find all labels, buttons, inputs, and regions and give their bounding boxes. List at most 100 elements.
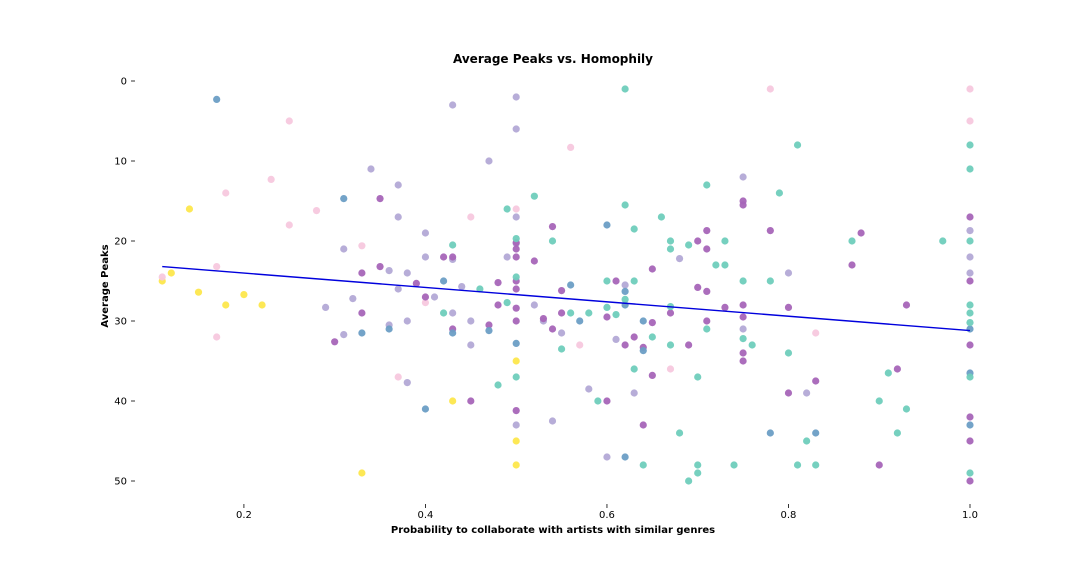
- data-point-teal: [439, 309, 448, 317]
- data-point-teal: [621, 201, 629, 209]
- data-point-lavender: [621, 281, 629, 289]
- trend-line-group: [162, 265, 971, 332]
- data-point-teal: [630, 365, 638, 373]
- data-point-yellow: [240, 291, 248, 299]
- data-point-purple: [766, 227, 774, 235]
- data-point-teal: [884, 369, 892, 377]
- data-point-purple: [548, 325, 557, 333]
- data-point-purple: [439, 253, 448, 261]
- data-point-yellow: [512, 461, 520, 469]
- data-point-teal: [739, 277, 747, 285]
- data-point-purple: [548, 223, 557, 231]
- data-point-pink: [666, 365, 675, 373]
- data-point-teal: [848, 237, 856, 245]
- series-steel: [213, 95, 974, 461]
- data-point-teal: [775, 189, 784, 197]
- data-point-teal: [694, 461, 702, 469]
- x-axis: 0.2 0.4 0.6 0.8 1.0: [236, 504, 978, 521]
- data-point-lavender: [458, 283, 466, 291]
- data-point-purple: [557, 309, 566, 317]
- data-point-lavender: [367, 165, 375, 173]
- x-tick-label: 0.6: [599, 510, 615, 521]
- data-point-purple: [848, 261, 856, 269]
- data-point-purple: [812, 377, 820, 385]
- data-point-lavender: [603, 453, 611, 461]
- data-point-teal: [721, 237, 729, 245]
- data-point-teal: [966, 309, 974, 317]
- y-tick-label: 30: [114, 317, 127, 328]
- data-point-purple: [694, 283, 702, 291]
- data-point-teal: [675, 429, 684, 437]
- data-point-lavender: [340, 245, 348, 253]
- data-point-purple: [966, 477, 974, 485]
- data-point-purple: [630, 333, 638, 341]
- data-point-purple: [485, 321, 493, 329]
- data-point-lavender: [421, 253, 430, 261]
- series-yellow: [158, 205, 520, 477]
- data-point-teal: [557, 345, 566, 353]
- data-point-steel: [449, 329, 457, 337]
- data-point-yellow: [512, 357, 520, 365]
- data-point-lavender: [449, 101, 457, 109]
- data-point-teal: [966, 469, 974, 477]
- data-point-lavender: [612, 335, 620, 343]
- data-point-purple: [421, 293, 430, 301]
- data-point-pink: [576, 341, 584, 349]
- data-point-steel: [639, 347, 647, 355]
- data-point-purple: [966, 277, 974, 285]
- data-point-teal: [685, 241, 693, 249]
- data-point-purple: [739, 357, 747, 365]
- data-point-lavender: [675, 255, 684, 263]
- data-point-purple: [902, 301, 911, 309]
- data-point-pink: [966, 85, 974, 93]
- data-point-purple: [966, 341, 974, 349]
- data-point-teal: [567, 309, 575, 317]
- data-point-steel: [512, 339, 520, 347]
- data-point-pink: [267, 175, 275, 183]
- data-point-lavender: [966, 269, 974, 277]
- data-point-yellow: [222, 301, 230, 309]
- data-point-purple: [358, 269, 366, 277]
- data-point-purple: [739, 349, 747, 357]
- data-point-pink: [421, 299, 430, 307]
- data-point-teal: [639, 461, 647, 469]
- data-point-steel: [621, 287, 629, 295]
- data-point-pink: [312, 207, 321, 215]
- data-point-lavender: [394, 213, 402, 221]
- data-point-teal: [685, 477, 693, 485]
- data-point-teal: [630, 277, 638, 285]
- data-point-purple: [694, 237, 702, 245]
- data-point-pink: [812, 329, 820, 337]
- data-point-purple: [703, 287, 711, 295]
- data-point-purple: [494, 301, 502, 309]
- data-point-teal: [621, 295, 629, 303]
- data-point-steel: [603, 221, 611, 229]
- data-point-teal: [703, 181, 711, 189]
- data-point-steel: [966, 325, 974, 333]
- data-point-lavender: [548, 417, 557, 425]
- data-point-purple: [857, 229, 865, 237]
- data-point-teal: [748, 341, 756, 349]
- data-point-pink: [394, 373, 402, 381]
- data-point-teal: [603, 277, 611, 285]
- data-point-lavender: [385, 267, 393, 275]
- series-purple: [331, 195, 974, 485]
- data-point-purple: [648, 265, 656, 273]
- data-point-purple: [739, 313, 747, 321]
- chart-title: Average Peaks vs. Homophily: [453, 52, 653, 66]
- data-point-teal: [548, 237, 557, 245]
- data-point-yellow: [167, 269, 175, 277]
- data-point-purple: [784, 303, 793, 311]
- data-point-lavender: [803, 389, 811, 397]
- data-point-purple: [603, 313, 611, 321]
- data-point-yellow: [185, 205, 194, 213]
- data-point-purple: [966, 213, 974, 221]
- data-point-teal: [648, 333, 656, 341]
- data-point-purple: [539, 315, 548, 323]
- data-point-purple: [703, 317, 711, 325]
- data-point-purple: [331, 338, 339, 346]
- data-point-teal: [530, 192, 538, 200]
- data-point-purple: [739, 301, 747, 309]
- data-point-pink: [467, 213, 475, 221]
- data-point-purple: [685, 341, 693, 349]
